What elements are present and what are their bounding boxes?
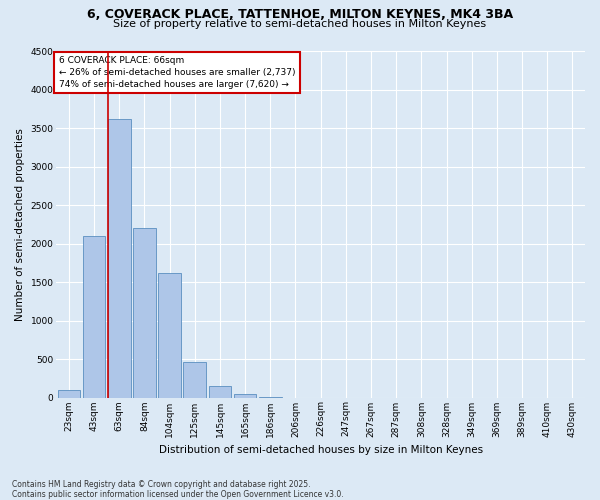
Bar <box>184 362 206 398</box>
X-axis label: Distribution of semi-detached houses by size in Milton Keynes: Distribution of semi-detached houses by … <box>158 445 483 455</box>
Bar <box>58 390 80 398</box>
Y-axis label: Number of semi-detached properties: Number of semi-detached properties <box>15 128 25 320</box>
Bar <box>209 386 231 398</box>
Text: Size of property relative to semi-detached houses in Milton Keynes: Size of property relative to semi-detach… <box>113 19 487 29</box>
Text: Contains HM Land Registry data © Crown copyright and database right 2025.
Contai: Contains HM Land Registry data © Crown c… <box>12 480 344 499</box>
Text: 6 COVERACK PLACE: 66sqm
← 26% of semi-detached houses are smaller (2,737)
74% of: 6 COVERACK PLACE: 66sqm ← 26% of semi-de… <box>59 56 295 89</box>
Bar <box>133 228 156 398</box>
Bar <box>83 236 106 398</box>
Bar <box>158 273 181 398</box>
Bar <box>108 119 131 398</box>
Bar <box>234 394 256 398</box>
Text: 6, COVERACK PLACE, TATTENHOE, MILTON KEYNES, MK4 3BA: 6, COVERACK PLACE, TATTENHOE, MILTON KEY… <box>87 8 513 20</box>
Bar <box>259 396 281 398</box>
